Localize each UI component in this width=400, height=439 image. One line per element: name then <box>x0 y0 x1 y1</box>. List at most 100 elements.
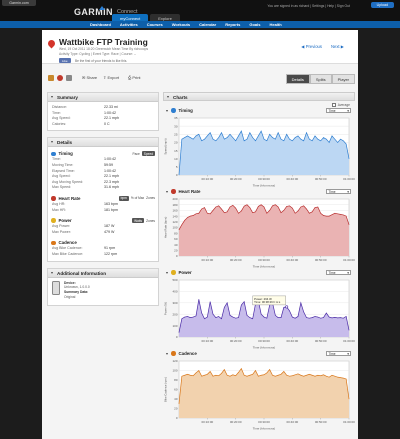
tab-explore[interactable]: Explore <box>150 14 180 22</box>
data-point <box>275 138 276 140</box>
pace-option[interactable]: Pace <box>132 151 140 156</box>
zones-option[interactable]: Zones <box>146 196 155 201</box>
data-point <box>263 316 265 318</box>
delete-icon[interactable] <box>57 75 63 81</box>
data-point <box>334 317 336 318</box>
next-label: Next <box>330 44 340 49</box>
x-axis-label: Time (hh:mm:ss) <box>253 184 275 188</box>
garmin-logo[interactable]: GARMIN <box>74 7 113 17</box>
tab-myconnect[interactable]: myConnect <box>112 14 149 22</box>
pct-max-option[interactable]: % of Max <box>130 196 145 201</box>
data-point <box>229 315 231 316</box>
timing-chart-title[interactable]: Timing <box>166 108 193 113</box>
signin-links[interactable]: You are signed in as richard | Settings … <box>267 4 350 8</box>
data-point <box>187 374 188 375</box>
row-key: Avg Speed: <box>52 174 71 179</box>
data-point <box>249 317 251 318</box>
y-tick-label: 20 <box>174 407 178 411</box>
heart-rate-chart-title[interactable]: Heart Rate <box>166 189 200 194</box>
heart-rate-x-select[interactable]: Time <box>326 189 351 194</box>
average-toggle[interactable]: Average <box>332 103 350 107</box>
nav-calendar[interactable]: Calendar <box>199 22 217 27</box>
like-button[interactable]: Like <box>59 58 71 63</box>
y-tick-label: 120 <box>172 220 177 224</box>
data-point <box>348 158 350 159</box>
nav-goals[interactable]: Goals <box>249 22 261 27</box>
next-link[interactable]: Next ▶ <box>330 44 344 49</box>
cadence-x-select[interactable]: Time <box>326 351 351 356</box>
tab-splits[interactable]: Splits <box>309 74 332 84</box>
summary-header[interactable]: Summary <box>48 93 158 102</box>
nav-reports[interactable]: Reports <box>225 22 241 27</box>
activity-title[interactable]: Wattbike FTP Training <box>59 37 148 47</box>
nav-health[interactable]: Health <box>269 22 282 27</box>
data-point <box>340 214 341 215</box>
row-key: Avg Moving Speed: <box>52 179 84 184</box>
clock-icon <box>171 108 176 113</box>
tab-player[interactable]: Player <box>331 74 355 84</box>
nav-activities[interactable]: Activities <box>119 22 138 27</box>
tab-details[interactable]: Details <box>285 74 310 84</box>
speed-option[interactable]: Speed <box>141 151 155 157</box>
timing-area <box>179 131 349 175</box>
print-button[interactable]: ⎙ Print <box>128 75 141 80</box>
cadence-icon <box>51 240 56 246</box>
nav-workouts[interactable]: Workouts <box>171 22 191 27</box>
share-button[interactable]: ✉ Share <box>82 75 98 80</box>
data-point <box>266 317 268 319</box>
row-key: Max Power: <box>52 229 71 234</box>
cadence-chart-title[interactable]: Cadence <box>166 351 197 356</box>
additional-info-header[interactable]: Additional Information <box>48 268 158 278</box>
data-point <box>198 213 200 214</box>
watts-option[interactable]: Watts <box>132 218 145 224</box>
timing-chart-plot[interactable]: 0 5 10 15 20 25 30 35 Speed (mph) 00:10:00 00:20:0… <box>163 115 356 188</box>
data-point <box>300 206 302 208</box>
row-key: Avg Power: <box>52 224 71 229</box>
cadence-chart-plot[interactable]: 0 20 40 60 80 100 120 Bike Cadence (rpm) 00:10:0… <box>163 358 356 431</box>
bpm-option[interactable]: bpm <box>118 195 129 201</box>
details-header[interactable]: Details <box>48 138 158 148</box>
charts-header[interactable]: Charts <box>163 92 355 101</box>
average-label: Average <box>337 103 350 107</box>
previous-link[interactable]: ◀ Previous <box>301 44 322 49</box>
data-point <box>303 140 304 142</box>
upload-button[interactable]: Upload <box>370 2 394 8</box>
data-point <box>311 375 313 376</box>
timing-x-select[interactable]: Time <box>326 108 351 113</box>
row-value: 31.6 mph <box>104 185 119 190</box>
power-zones-option[interactable]: Zones <box>146 218 155 223</box>
timing-row: Elapsed Time: 1:00:42 <box>48 169 158 175</box>
data-point <box>275 315 276 316</box>
power-chart-plot[interactable]: 0 100 200 300 400 500 Power (W) 00:10:00 00:20:0… <box>163 277 356 350</box>
settings-icon[interactable] <box>66 75 72 81</box>
power-chart-title[interactable]: Power <box>166 270 192 275</box>
nav-courses[interactable]: Courses <box>146 22 163 27</box>
data-point <box>289 138 290 140</box>
garmin-com-link[interactable]: Garmin.com <box>2 0 36 6</box>
data-point <box>266 372 268 374</box>
data-point <box>309 138 310 140</box>
edit-icon[interactable] <box>48 75 54 81</box>
data-point <box>306 317 307 318</box>
row-value: 0 C <box>104 121 110 126</box>
nav-dashboard[interactable]: Dashboard <box>90 22 111 27</box>
data-point <box>226 375 228 376</box>
y-tick-label: 20 <box>174 249 178 253</box>
cadence-row: Avg Bike Cadence: 91 rpm <box>48 246 158 252</box>
x-tick-label: 01:00:00 <box>343 420 355 424</box>
data-point <box>224 369 225 370</box>
data-point <box>232 137 234 138</box>
y-tick-label: 160 <box>172 209 177 213</box>
heart-icon <box>51 196 56 201</box>
y-tick-label: 0 <box>176 254 178 258</box>
export-button[interactable]: ⇪ Export <box>103 75 120 80</box>
data-point <box>192 138 194 140</box>
timing-chart: Timing Time 0 5 10 15 20 25 30 35 Speed (mph) 00:… <box>163 108 355 188</box>
power-x-select[interactable]: Time <box>326 270 351 275</box>
x-tick-label: 00:10:00 <box>201 339 213 343</box>
data-point <box>241 130 242 132</box>
average-checkbox[interactable] <box>332 103 336 107</box>
data-point <box>184 220 185 221</box>
main-nav: Dashboard Activities Courses Workouts Ca… <box>0 21 400 28</box>
